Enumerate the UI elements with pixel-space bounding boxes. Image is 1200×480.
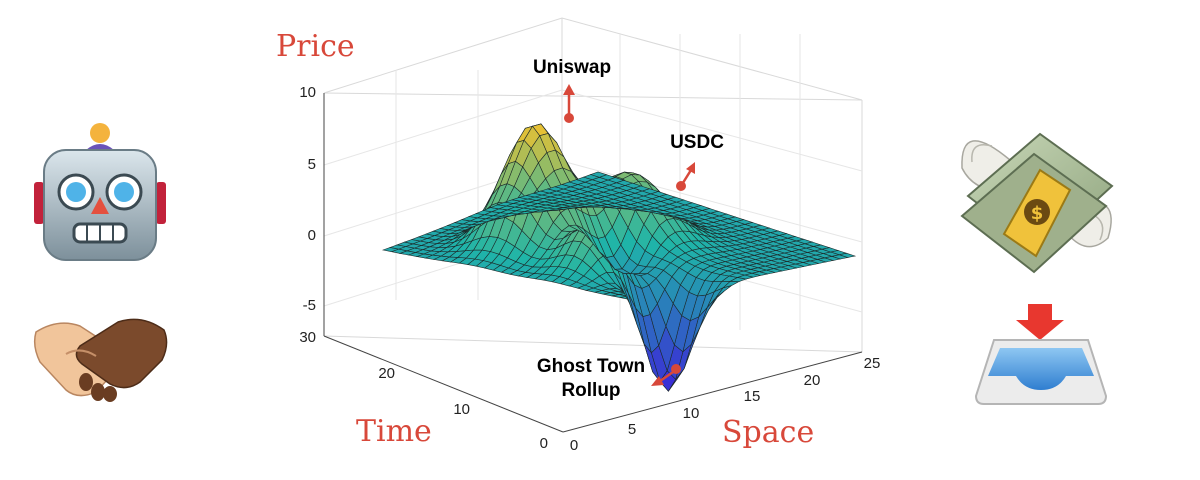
time-tick-10: 10 <box>453 401 470 418</box>
grid-line <box>561 160 863 243</box>
handshake-icon <box>33 318 168 402</box>
grid-line <box>323 89 563 166</box>
price-tick-10: 10 <box>299 84 316 101</box>
box-edge-back <box>323 335 863 353</box>
uniswap-point <box>564 113 574 123</box>
price-tick-0: 0 <box>308 227 316 244</box>
time-axis-ticks: 30 20 10 0 <box>299 329 548 452</box>
price-surface <box>381 123 857 392</box>
usdc-arrowhead <box>686 162 695 174</box>
time-tick-0: 0 <box>540 435 548 452</box>
grid-line <box>561 89 863 172</box>
money-with-wings-icon: $ <box>960 132 1114 274</box>
uniswap-arrowhead <box>563 84 575 95</box>
uniswap-label: Uniswap <box>533 57 611 78</box>
price-tick-minus5: -5 <box>303 297 316 314</box>
ghost-town-arrowhead <box>651 376 664 386</box>
time-axis-line <box>323 335 564 433</box>
price-tick-5: 5 <box>308 156 316 173</box>
robot-icon <box>34 123 166 261</box>
space-tick-5: 5 <box>628 421 636 438</box>
usdc-annotation: USDC <box>670 132 724 191</box>
usdc-point <box>676 181 686 191</box>
price-axis-ticks: 10 5 0 -5 <box>299 84 316 314</box>
uniswap-annotation: Uniswap <box>533 57 611 123</box>
price-axis-title: Price <box>276 29 355 64</box>
space-tick-20: 20 <box>804 372 821 389</box>
space-tick-15: 15 <box>744 388 761 405</box>
surface-patch <box>589 171 608 178</box>
time-tick-20: 20 <box>378 365 395 382</box>
time-tick-30: 30 <box>299 329 316 346</box>
ghost-town-annotation: Ghost Town Rollup <box>537 356 681 401</box>
space-axis-ticks: 0 5 10 15 20 25 <box>570 355 881 454</box>
space-axis-line <box>562 351 863 433</box>
dollar-sign-glyph: $ <box>1031 203 1044 224</box>
usdc-label: USDC <box>670 132 724 153</box>
time-axis-title: Time <box>356 414 432 449</box>
space-tick-0: 0 <box>570 437 578 454</box>
space-axis-title: Space <box>722 415 814 450</box>
ghost-town-label-line2: Rollup <box>561 380 620 401</box>
ghost-town-point <box>671 364 681 374</box>
box-edge-top <box>323 92 863 101</box>
space-tick-10: 10 <box>683 405 700 422</box>
ghost-town-label-line1: Ghost Town <box>537 356 645 377</box>
inbox-tray-icon <box>974 304 1108 405</box>
space-tick-25: 25 <box>864 355 881 372</box>
